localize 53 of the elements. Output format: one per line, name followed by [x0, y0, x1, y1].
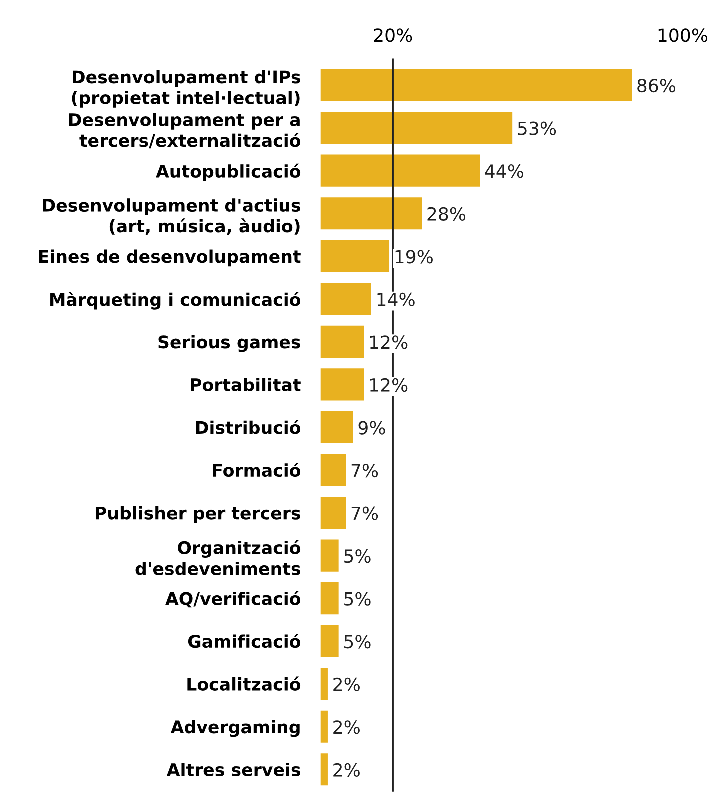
y-tick-label: Autopublicació: [156, 164, 301, 182]
data-label: 2%: [334, 678, 360, 692]
y-tick-label: Distribució: [196, 420, 301, 434]
bar: [320, 754, 328, 786]
data-label: 5%: [344, 635, 371, 649]
y-tick-label: AQ/verificació: [166, 591, 301, 608]
data-label: 9%: [358, 421, 386, 435]
data-label: 28%: [428, 207, 466, 221]
y-tick-label: Portabilitat: [191, 378, 301, 392]
data-label: 12%: [370, 336, 408, 350]
bar: [320, 112, 513, 144]
y-tick-label: Desenvolupament per a tercers/externalització: [69, 113, 301, 149]
bar: [320, 69, 632, 102]
data-label: 44%: [485, 164, 524, 178]
y-tick-label: Màrqueting i comunicació: [50, 292, 301, 310]
bar: [320, 283, 372, 316]
bar: [320, 326, 364, 358]
bar: [320, 710, 328, 743]
data-label: 14%: [378, 292, 415, 307]
data-label: 2%: [334, 720, 360, 734]
bar: [320, 454, 346, 486]
bar: [320, 582, 339, 615]
bar: [320, 368, 364, 401]
data-label: 5%: [344, 550, 371, 564]
y-tick-label: Desenvolupament d'actius (art, música, àudio): [43, 198, 300, 236]
bar: [320, 496, 346, 530]
y-tick-label: Altres serveis: [166, 763, 300, 776]
data-label: 7%: [352, 464, 378, 478]
y-tick-label: Serious games: [158, 335, 300, 352]
data-label: 2%: [334, 763, 360, 778]
data-label: 53%: [518, 122, 556, 136]
bar: [320, 240, 390, 272]
y-tick-label: Advergaming: [170, 720, 300, 738]
bar: [320, 625, 339, 658]
data-label: 12%: [370, 378, 408, 392]
bar: [320, 668, 328, 700]
y-tick-label: Eines de desenvolupament: [39, 250, 301, 267]
data-label: 7%: [352, 506, 378, 520]
y-tick-label: Desenvolupament d'IPs (propietat intel·lectual): [72, 70, 300, 108]
y-tick-label: Organització d'esdeveniments: [136, 540, 301, 576]
bar: [320, 540, 339, 572]
bar: [320, 411, 354, 444]
data-label: 86%: [638, 79, 676, 93]
y-tick-label: Formació: [213, 462, 301, 478]
x-tick-label: 100%: [658, 28, 708, 42]
y-tick-label: Publisher per tercers: [96, 506, 300, 524]
bar: [320, 198, 422, 230]
bar: [320, 154, 480, 187]
y-tick-label: Localització: [188, 676, 301, 691]
y-tick-label: Gamificació: [188, 634, 301, 648]
data-label: 5%: [344, 592, 371, 606]
data-label: 19%: [396, 250, 433, 264]
x-tick-label: 20%: [374, 28, 412, 42]
